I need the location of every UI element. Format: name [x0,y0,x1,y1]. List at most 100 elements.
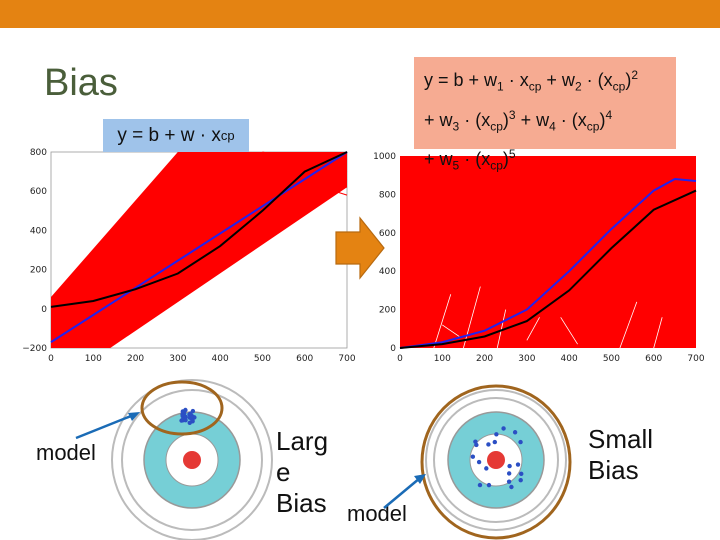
highlight-circle [140,380,224,436]
x-tick-label: 300 [169,354,186,364]
series-line [50,151,348,343]
pointer-arrow-left [75,412,140,440]
estimate-dot [476,459,482,465]
estimate-dots [179,407,197,425]
label-small-bias-line2: Bias [588,455,639,485]
formula-linear: y = b + w · x cp [103,119,249,152]
x-tick-label: 700 [687,354,704,364]
chart-right-poly-model: 0 100 200 300 400 500 600 700 1000 800 600 400 200 0 [373,152,705,364]
estimate-dot [180,409,185,414]
series-line [399,189,697,349]
y-tick-label: 400 [30,226,47,236]
estimate-dot [486,482,492,488]
y-tick-label: 200 [30,266,47,276]
label-large-bias-line1: Larg [276,426,329,456]
curve-gap [496,309,507,349]
y-tick-label: 0 [41,305,47,315]
formula-poly-line3: + w5 · (xcp)5 [424,147,516,173]
fitted-line [262,151,348,173]
x-tick-label: 600 [296,354,313,364]
estimate-dot [518,477,523,483]
formula-poly-line1: y = b + w1 · xcp + w2 · (xcp)2 [424,68,638,94]
estimate-dot [486,442,491,447]
fitted-line [245,151,348,180]
highlight-circle [420,384,572,540]
x-tick-label: 200 [127,354,144,364]
y-tick-label: 0 [390,344,396,354]
right-arrow-icon [335,216,385,280]
estimate-dot [515,462,521,467]
estimate-dot [188,411,193,416]
x-tick-label: 300 [518,354,535,364]
curve-gap [619,301,638,349]
estimate-dot [518,439,523,445]
formula-poly: y = b + w1 · xcp + w2 · (xcp)2 + w3 · (x… [414,57,676,173]
target-large-bias [111,379,273,540]
curve-gap [463,286,481,349]
formula-linear-sub: cp [220,128,235,143]
x-tick-label: 700 [338,354,355,364]
page-title: Bias [44,62,118,104]
formula-poly-line2: + w3 · (xcp)3 + w4 · (xcp)4 [424,107,613,134]
estimate-dot [519,471,524,477]
formula-poly-line2-text: + w [424,109,453,130]
estimate-dot [506,479,512,484]
curve-gap [653,317,663,349]
y-tick-label: 600 [379,229,396,239]
x-tick-label: 100 [85,354,102,364]
x-tick-label: 0 [48,354,54,364]
y-tick-label: 800 [30,148,47,158]
y-tick-label: 1000 [373,152,396,162]
estimate-dot [470,454,476,459]
x-tick-label: 500 [603,354,620,364]
label-small-bias: Small Bias [588,424,653,486]
curve-gap [560,317,578,345]
curve-gap [442,324,460,337]
plot-area [400,156,696,348]
formula-poly-line1-text: y = b + w [424,70,498,90]
y-tick-label: 400 [379,267,396,277]
y-tick-label: 200 [379,306,396,316]
label-model-left: model [36,440,96,465]
label-large-bias-line2: e [276,457,291,487]
top-accent-bar [0,0,720,28]
x-tick-label: 100 [434,354,451,364]
estimate-dot [509,484,514,490]
estimate-dots [470,426,524,490]
x-tick-label: 500 [254,354,271,364]
estimate-dot [474,442,479,448]
estimate-dot [477,482,483,488]
fitted-line [228,151,348,188]
x-tick-label: 400 [561,354,578,364]
label-large-bias-line3: Bias [276,488,327,518]
estimate-dot [507,463,512,469]
formula-linear-text: y = b + w · x [117,124,221,146]
formula-poly-line3-text: + w [424,149,453,170]
estimate-dot [506,471,512,476]
pointer-arrow-right [383,474,426,509]
curve-gap [526,317,540,341]
label-large-bias: Larg e Bias [276,426,328,519]
y-tick-label: 600 [30,187,47,197]
estimate-dot [179,418,184,423]
estimate-dot [484,466,489,471]
label-small-bias-line1: Small [588,424,654,454]
y-tick-label: −200 [22,344,47,354]
x-tick-label: 600 [645,354,662,364]
label-model-right: model [347,501,407,526]
estimate-dot [512,430,518,435]
estimate-dot [492,439,498,445]
estimate-dot [187,420,192,425]
x-tick-label: 0 [397,354,403,364]
series-line [399,178,697,349]
fitted-line [211,151,348,196]
series-line [50,151,348,308]
target-small-bias [420,384,572,540]
estimate-dot [494,432,499,437]
x-tick-label: 200 [476,354,493,364]
curve-gap [433,294,452,349]
x-tick-label: 400 [212,354,229,364]
y-tick-label: 800 [379,190,396,200]
estimate-dot [501,426,506,431]
